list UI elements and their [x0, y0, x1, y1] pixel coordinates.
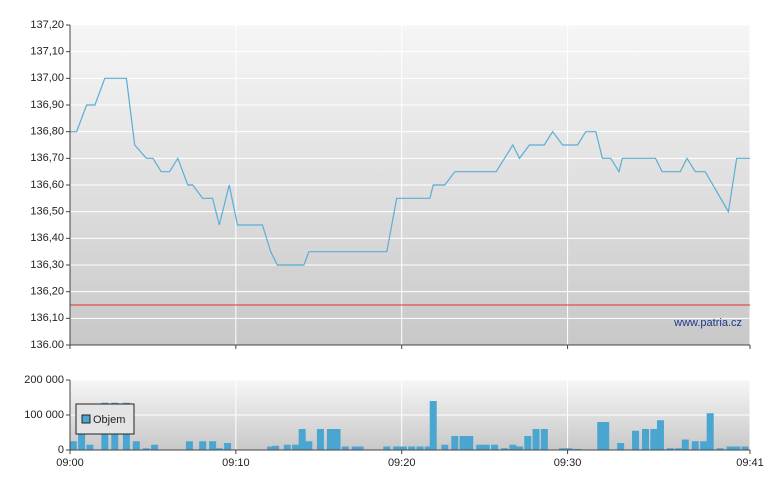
volume-bar [151, 444, 159, 450]
y-tick-label: 137,20 [30, 19, 64, 31]
volume-bar [298, 429, 306, 450]
volume-bar [716, 448, 724, 450]
volume-bar [69, 441, 77, 450]
volume-bar [666, 448, 674, 450]
volume-bar [491, 444, 499, 450]
volume-bar [416, 446, 424, 450]
volume-bar [132, 441, 140, 450]
x-tick-label: 09:30 [554, 457, 582, 469]
volume-bar [642, 429, 650, 450]
volume-bar [199, 441, 207, 450]
volume-bar [656, 420, 664, 450]
y-tick-label: 136,70 [30, 152, 64, 164]
volume-bar [429, 401, 437, 450]
volume-bar [326, 429, 334, 450]
volume-bar [574, 448, 582, 450]
volume-bar [351, 446, 359, 450]
y-tick-label: 136,30 [30, 259, 64, 271]
volume-bar [451, 436, 459, 450]
volume-bar [333, 429, 341, 450]
volume-bar [482, 444, 490, 450]
volume-bar [700, 441, 708, 450]
y-tick-label: 136,20 [30, 286, 64, 298]
volume-bar [215, 448, 223, 450]
y-tick-label: 136,60 [30, 179, 64, 191]
volume-bar [209, 441, 217, 450]
volume-bar [78, 434, 86, 450]
y-tick-label: 136,10 [30, 312, 64, 324]
volume-bar [524, 436, 532, 450]
volume-bar [283, 444, 291, 450]
y-tick-label: 136,50 [30, 206, 64, 218]
volume-bar [399, 446, 407, 450]
volume-bar [726, 446, 734, 450]
y-tick-label: 136,80 [30, 126, 64, 138]
y-tick-label: 137,10 [30, 46, 64, 58]
volume-bar [185, 441, 193, 450]
volume-bar [466, 436, 474, 450]
volume-bar [267, 446, 275, 450]
volume-bar [341, 446, 349, 450]
volume-bar [424, 446, 432, 450]
volume-bar [559, 448, 567, 450]
volume-bar [691, 441, 699, 450]
volume-bar [617, 443, 625, 450]
x-tick-label: 09:41 [736, 457, 764, 469]
volume-bar [681, 439, 689, 450]
price-line [70, 77, 750, 266]
volume-bar [356, 446, 364, 450]
watermark: www.patria.cz [673, 317, 742, 329]
x-tick-label: 09:00 [56, 457, 84, 469]
volume-bar [142, 448, 150, 450]
legend-label: Objem [93, 414, 125, 426]
x-tick-label: 09:10 [222, 457, 250, 469]
volume-bar [441, 444, 449, 450]
volume-bar [316, 429, 324, 450]
volume-bar [741, 446, 749, 450]
volume-bar [292, 444, 300, 450]
volume-bar [733, 446, 741, 450]
volume-bar [383, 446, 391, 450]
y-tick-label: 137,00 [30, 72, 64, 84]
volume-bar [515, 446, 523, 450]
volume-bar [501, 448, 509, 450]
volume-bar [602, 422, 610, 450]
volume-bar [532, 429, 540, 450]
volume-bar [408, 446, 416, 450]
volume-bar [632, 430, 640, 450]
volume-bar [706, 413, 714, 450]
volume-bar [597, 422, 605, 450]
volume-bar [650, 429, 658, 450]
volume-bar [675, 448, 683, 450]
volume-bar [224, 443, 232, 450]
volume-bar [305, 441, 313, 450]
legend-swatch [81, 414, 91, 424]
y-tick-label: 136.00 [30, 339, 64, 351]
volume-bar [476, 444, 484, 450]
y-tick-label: 200 000 [24, 374, 64, 386]
volume-bar [272, 445, 280, 450]
y-tick-label: 136,40 [30, 232, 64, 244]
y-tick-label: 136,90 [30, 99, 64, 111]
volume-bar [565, 448, 573, 450]
volume-bar [459, 436, 467, 450]
volume-bar [86, 444, 94, 450]
x-tick-label: 09:20 [388, 457, 416, 469]
y-tick-label: 0 [58, 444, 64, 456]
y-tick-label: 100 000 [24, 409, 64, 421]
volume-bar [540, 429, 548, 450]
volume-bar [393, 446, 401, 450]
volume-bar [509, 444, 517, 450]
